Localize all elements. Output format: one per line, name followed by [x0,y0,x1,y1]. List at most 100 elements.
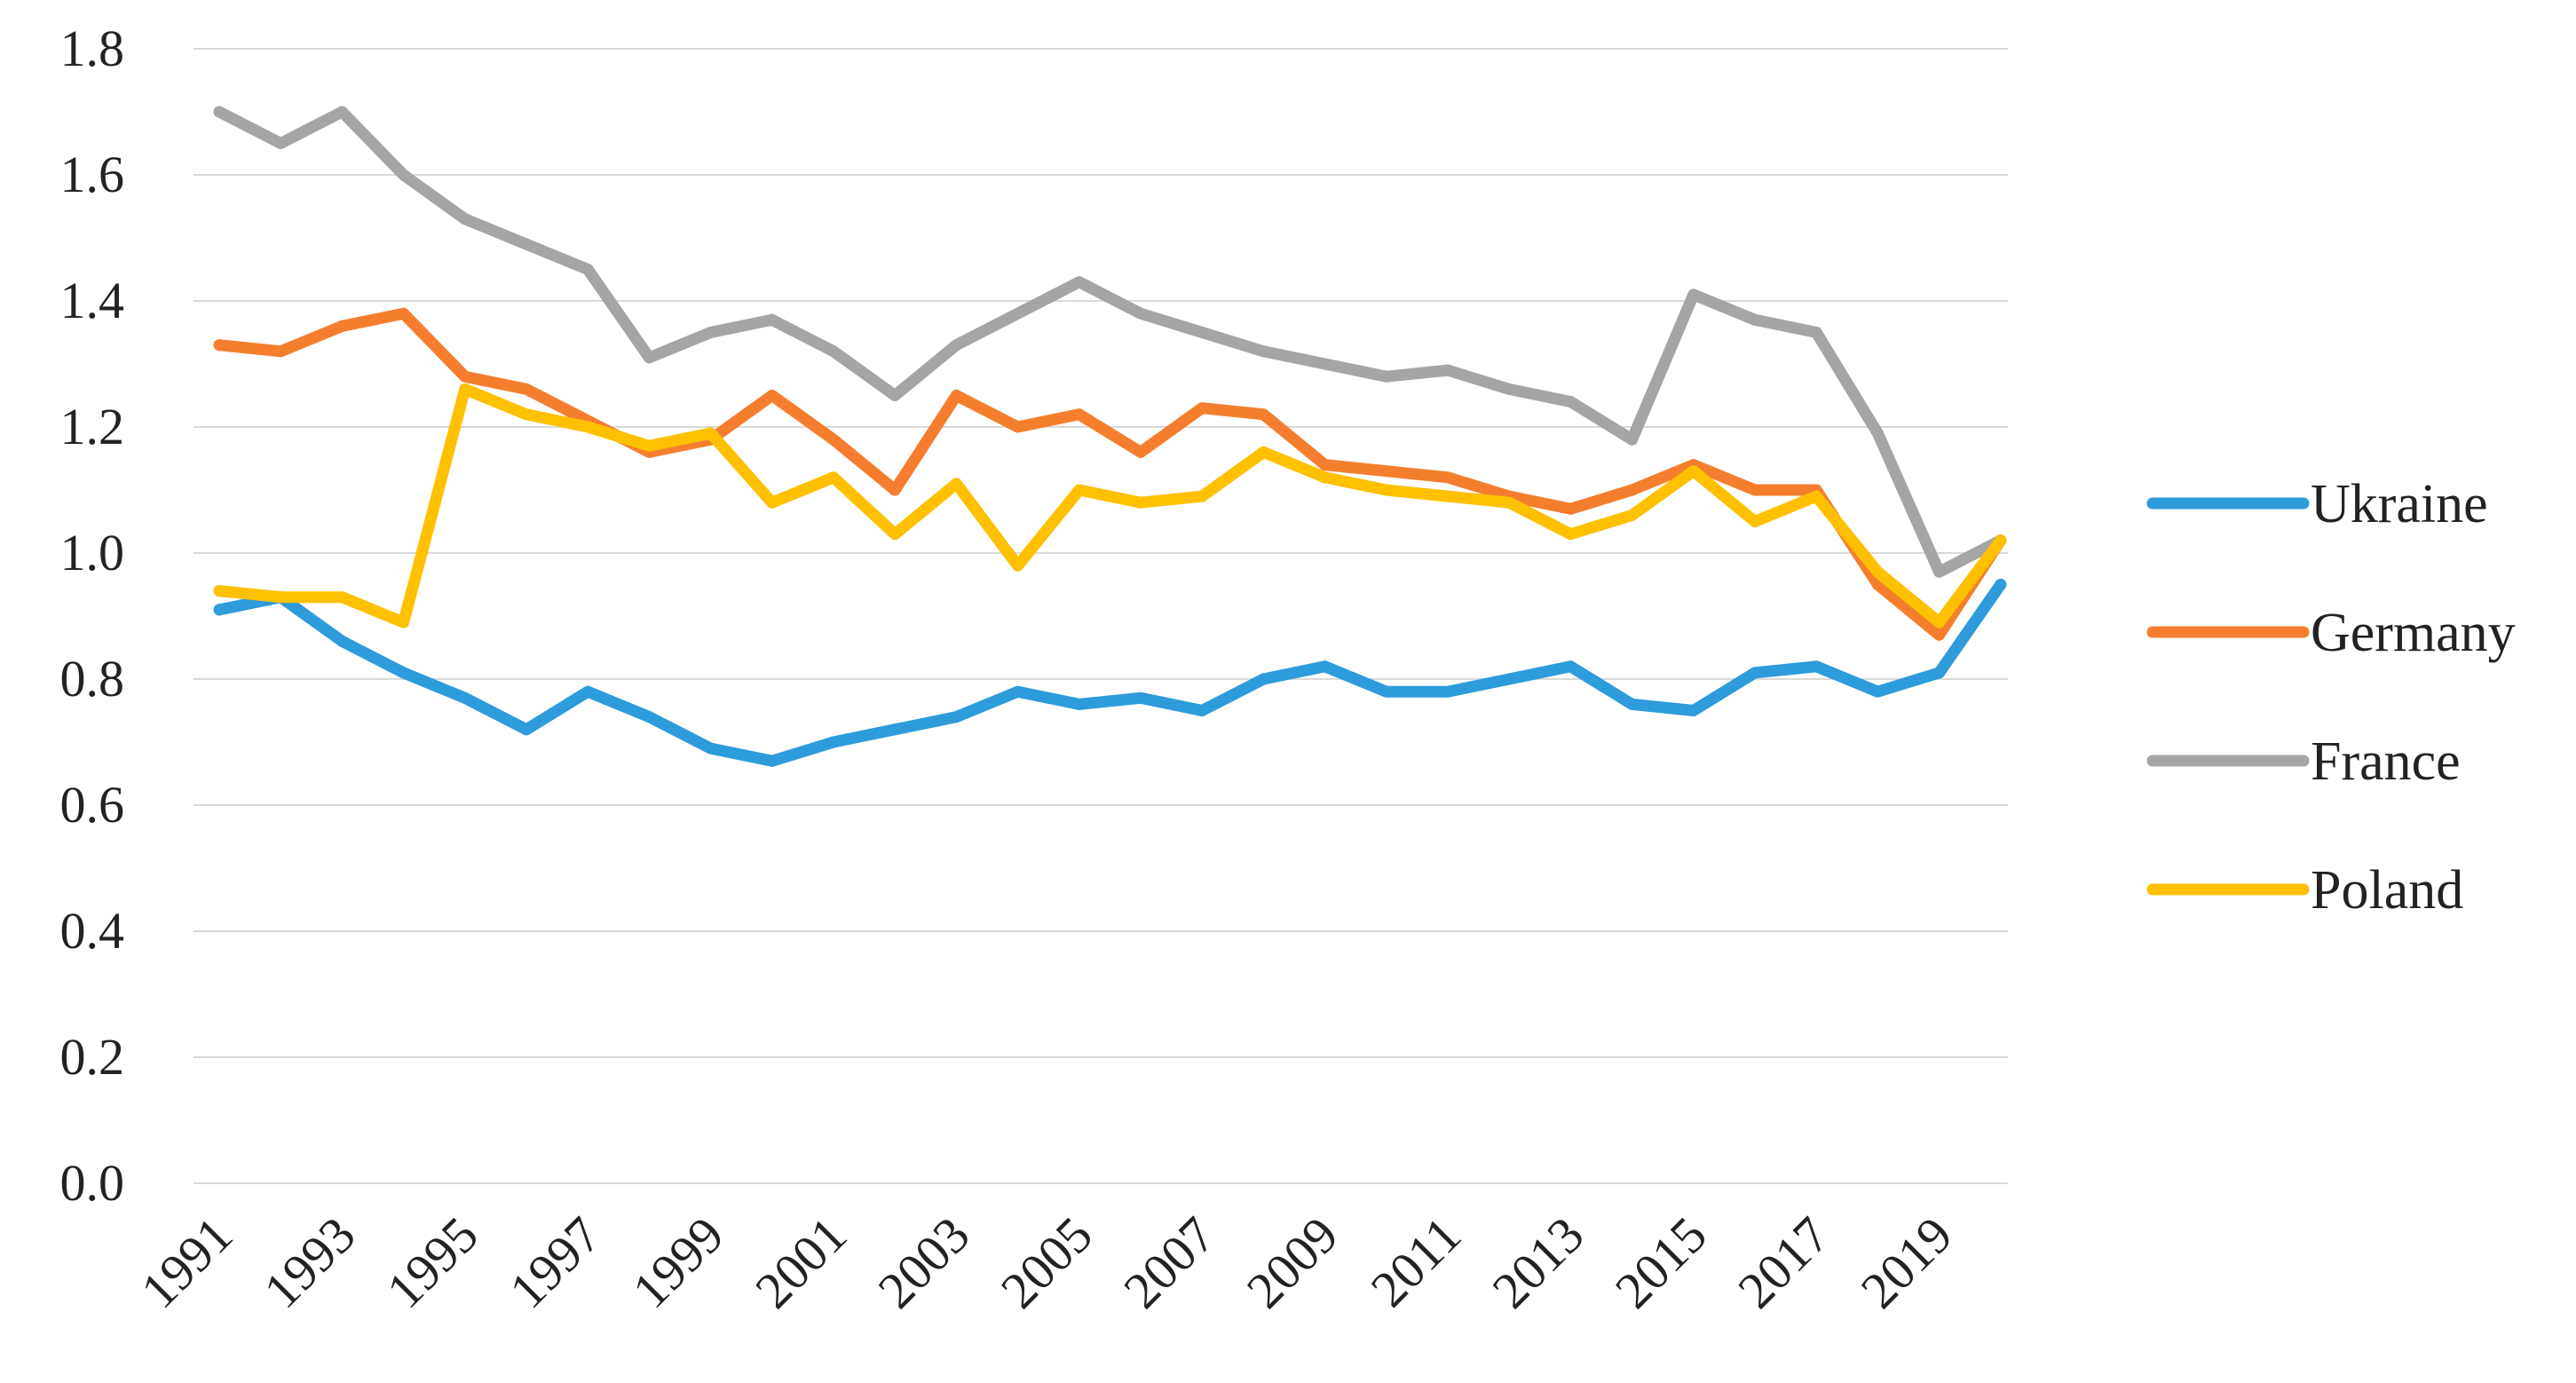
y-tick-label: 0.6 [60,776,125,834]
data-point-poland-1991 [213,585,225,597]
data-point-germany-1992 [274,345,287,358]
data-point-poland-2000 [766,496,778,509]
data-point-poland-2008 [1257,446,1269,458]
data-point-france-2007 [1196,327,1208,338]
x-tick-label: 2005 [990,1205,1103,1319]
data-point-germany-2011 [1442,471,1454,484]
x-tick-label: 2015 [1604,1205,1718,1319]
data-point-poland-2011 [1442,490,1454,502]
legend-label-ukraine: Ukraine [2311,474,2488,534]
x-tick-label: 2009 [1236,1205,1349,1319]
data-point-ukraine-1995 [459,692,471,704]
data-point-ukraine-2003 [950,711,962,723]
data-point-ukraine-2019 [1933,667,1946,679]
data-point-poland-2009 [1319,471,1331,484]
data-point-poland-2001 [827,471,840,484]
data-point-poland-2004 [1012,559,1024,572]
data-point-france-1994 [398,169,410,181]
data-point-germany-2001 [827,433,840,446]
data-point-ukraine-2004 [1012,685,1024,698]
data-point-poland-2019 [1933,616,1946,628]
data-point-poland-2010 [1380,484,1393,496]
data-point-france-2013 [1564,396,1576,408]
y-tick-label: 1.2 [60,398,125,455]
legend-label-germany: Germany [2311,603,2516,663]
series-line-france [213,106,2007,578]
data-point-ukraine-2016 [1749,667,1761,679]
data-point-ukraine-2010 [1380,685,1393,698]
y-tick-label: 1.8 [60,20,125,77]
x-tick-label: 2001 [744,1205,857,1319]
data-point-ukraine-1998 [643,711,655,723]
data-point-ukraine-2012 [1503,673,1515,685]
data-point-ukraine-2001 [827,736,840,748]
data-point-poland-2002 [889,528,901,541]
data-point-france-2015 [1687,288,1700,301]
data-point-poland-2012 [1503,496,1515,509]
data-point-france-1992 [274,138,287,149]
data-point-ukraine-1993 [336,635,348,647]
data-point-poland-2017 [1810,490,1822,502]
legend: Ukraine Germany France Poland [2146,474,2516,921]
data-point-ukraine-2006 [1134,692,1147,704]
data-point-ukraine-2011 [1442,685,1454,698]
y-tick-label: 0.0 [60,1154,125,1212]
x-tick-label: 2019 [1850,1205,1964,1319]
data-point-ukraine-2017 [1810,660,1822,673]
data-point-germany-2005 [1073,408,1086,421]
x-tick-label: 2017 [1727,1205,1840,1319]
data-point-france-2017 [1810,327,1822,338]
y-tick-label: 1.4 [60,272,125,329]
data-point-france-2002 [889,390,901,401]
data-point-poland-2020 [1995,534,2007,547]
data-point-poland-2013 [1564,528,1576,541]
data-point-ukraine-2005 [1073,698,1086,710]
data-point-france-2009 [1319,358,1331,370]
data-point-germany-1994 [398,307,410,320]
data-point-ukraine-1996 [520,723,533,736]
y-axis-tick-labels: 0.0 0.2 0.4 0.6 0.8 1.0 1.2 1.4 1.6 1.8 [60,20,125,1212]
data-point-poland-1999 [705,427,717,439]
data-point-germany-2002 [889,484,901,496]
data-point-poland-1998 [643,439,655,452]
legend-label-poland: Poland [2311,860,2463,921]
data-point-poland-1997 [581,421,594,433]
data-point-germany-2007 [1196,402,1208,415]
data-point-ukraine-2018 [1871,685,1884,698]
data-point-poland-2006 [1134,496,1147,509]
data-point-france-2010 [1380,370,1393,383]
data-point-ukraine-2007 [1196,705,1208,716]
data-point-france-2003 [950,339,962,352]
data-point-germany-2000 [766,390,778,401]
data-point-france-1996 [520,238,533,250]
series-line-ukraine [213,579,2007,767]
data-point-germany-1993 [336,320,348,332]
data-point-ukraine-2015 [1687,705,1700,716]
series-line-germany [213,307,2007,641]
data-point-germany-2014 [1626,484,1639,496]
data-point-france-2004 [1012,307,1024,320]
data-point-ukraine-1997 [581,685,594,698]
x-tick-label: 1997 [498,1205,612,1319]
series-lines [213,106,2007,767]
data-point-france-1995 [459,213,471,225]
x-tick-label: 1995 [375,1205,489,1319]
data-point-germany-1995 [459,370,471,383]
data-point-poland-2014 [1626,509,1639,521]
legend-label-france: France [2311,731,2461,792]
y-tick-label: 1.6 [60,146,125,203]
data-point-poland-2016 [1749,516,1761,527]
data-point-france-2006 [1134,307,1147,320]
gridlines [194,48,2008,1184]
data-point-ukraine-2020 [1995,579,2007,590]
data-point-germany-2019 [1933,628,1946,641]
data-point-poland-1992 [274,591,287,604]
data-point-france-1997 [581,264,594,275]
data-point-germany-1996 [520,383,533,395]
data-point-poland-2003 [950,478,962,490]
y-tick-label: 1.0 [60,524,125,581]
data-point-france-2019 [1933,565,1946,578]
data-point-poland-2007 [1196,490,1208,502]
